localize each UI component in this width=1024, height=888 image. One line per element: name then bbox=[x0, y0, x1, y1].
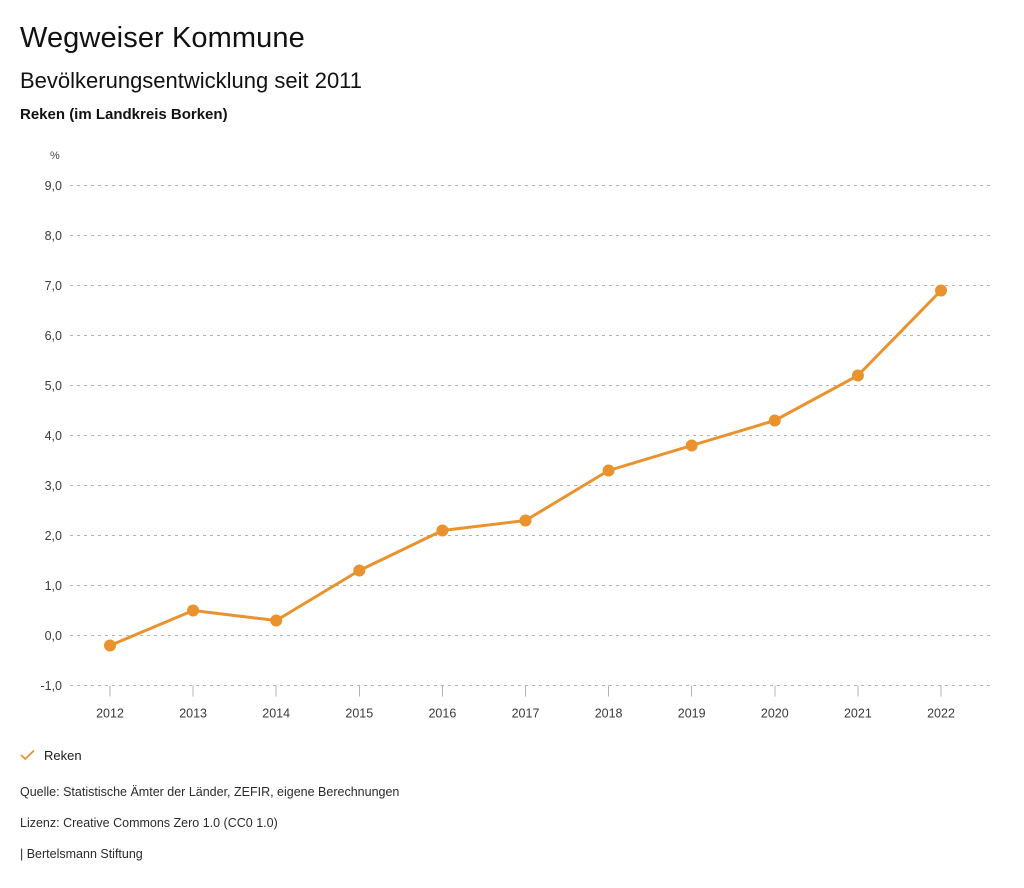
x-axis-tick-label: 2013 bbox=[179, 707, 207, 721]
y-axis-tick-label: 2,0 bbox=[45, 529, 62, 543]
x-axis-tick-label: 2014 bbox=[262, 707, 290, 721]
y-axis-tick-label: 4,0 bbox=[45, 429, 62, 443]
x-axis-tick-label: 2017 bbox=[512, 707, 540, 721]
data-point[interactable] bbox=[602, 464, 615, 477]
data-series bbox=[104, 284, 947, 652]
data-point[interactable] bbox=[436, 524, 449, 537]
y-axis-tick-labels: 9,0 8,0 7,0 6,0 5,0 4,0 3,0 2,0 1,0 0,0 -1,0 bbox=[40, 179, 62, 693]
y-axis-tick-label: 9,0 bbox=[45, 179, 62, 193]
x-axis-tick-labels: 2012 2013 2014 2015 2016 2017 2018 2019 2020 2021… bbox=[96, 707, 955, 721]
x-axis-tick-label: 2015 bbox=[345, 707, 373, 721]
data-point[interactable] bbox=[519, 514, 532, 527]
legend-item-label: Reken bbox=[44, 747, 82, 763]
license-note: Lizenz: Creative Commons Zero 1.0 (CC0 1… bbox=[20, 816, 278, 830]
publisher-note: | Bertelsmann Stiftung bbox=[20, 847, 143, 861]
data-point[interactable] bbox=[270, 614, 283, 627]
y-axis-tick-label: 0,0 bbox=[45, 629, 62, 643]
y-axis-tick-label: 1,0 bbox=[45, 579, 62, 593]
chart-region-label: Reken (im Landkreis Borken) bbox=[20, 106, 228, 123]
line-chart: 9,0 8,0 7,0 6,0 5,0 4,0 3,0 2,0 1,0 0,0 -1,0 2012 2… bbox=[40, 150, 990, 721]
x-axis-tick-label: 2012 bbox=[96, 707, 124, 721]
y-axis-tick-label: 8,0 bbox=[45, 229, 62, 243]
source-note: Quelle: Statistische Ämter der Länder, Z… bbox=[20, 785, 400, 799]
data-point[interactable] bbox=[768, 414, 781, 427]
data-point[interactable] bbox=[685, 439, 698, 452]
y-axis-tick-label: 5,0 bbox=[45, 379, 62, 393]
y-axis-tick-label: 7,0 bbox=[45, 279, 62, 293]
data-point[interactable] bbox=[187, 604, 200, 617]
y-axis-tick-label: -1,0 bbox=[40, 679, 62, 693]
check-icon bbox=[20, 748, 35, 763]
x-axis-tick-label: 2021 bbox=[844, 707, 872, 721]
gridlines bbox=[70, 185, 990, 686]
data-point[interactable] bbox=[851, 369, 864, 382]
page-title: Wegweiser Kommune bbox=[20, 22, 305, 54]
x-axis-tick-label: 2016 bbox=[428, 707, 456, 721]
chart-footer: Quelle: Statistische Ämter der Länder, Z… bbox=[20, 784, 1000, 862]
data-point[interactable] bbox=[353, 564, 366, 577]
chart-plot-svg: 9,08,07,06,05,04,03,02,01,00,0-1,0 2012 2… bbox=[40, 150, 990, 721]
data-point[interactable] bbox=[935, 284, 947, 297]
chart-legend[interactable]: Reken bbox=[20, 745, 82, 765]
x-axis-tick-label: 2019 bbox=[678, 707, 706, 721]
y-axis-tick-label: 3,0 bbox=[45, 479, 62, 493]
x-axis-tick-label: 2022 bbox=[927, 707, 955, 721]
y-axis-unit-label: % bbox=[50, 150, 60, 162]
x-tick-marks bbox=[109, 685, 942, 697]
x-axis-tick-label: 2020 bbox=[761, 707, 789, 721]
y-axis-tick-label: 6,0 bbox=[45, 329, 62, 343]
x-axis-tick-label: 2018 bbox=[595, 707, 623, 721]
data-point[interactable] bbox=[104, 639, 116, 652]
chart-subtitle: Bevölkerungsentwicklung seit 2011 bbox=[20, 68, 363, 93]
series-line-reken bbox=[108, 289, 943, 647]
